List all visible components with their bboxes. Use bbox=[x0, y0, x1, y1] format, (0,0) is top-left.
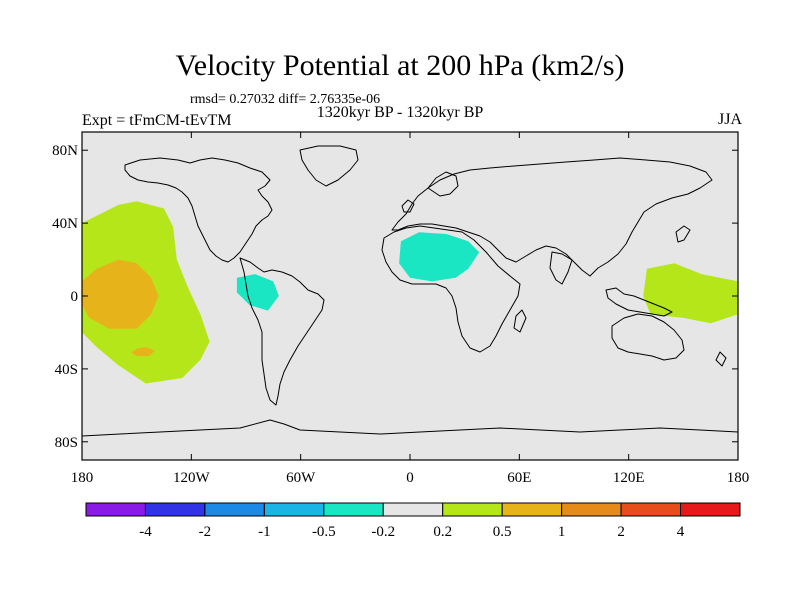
lon-tick-label-3: 0 bbox=[406, 470, 414, 486]
colorbar-swatch-5 bbox=[382, 502, 444, 517]
coast-british-isles bbox=[401, 199, 415, 213]
colorbar-swatch-6 bbox=[442, 502, 503, 517]
colorbar-swatch-0 bbox=[85, 502, 146, 517]
lon-tick-label-1: 120W bbox=[173, 470, 211, 486]
lat-tick-label-4: 80S bbox=[55, 435, 78, 451]
colorbar-label-7: 1 bbox=[558, 524, 566, 540]
colorbar-swatch-4 bbox=[323, 502, 384, 517]
lon-tick-label-4: 60E bbox=[507, 470, 531, 486]
colorbar-label-3: -0.5 bbox=[312, 524, 336, 540]
colorbar-label-1: -2 bbox=[199, 524, 212, 540]
lat-tick-label-3: 40S bbox=[55, 362, 78, 378]
lon-tick-label-0: 180 bbox=[71, 470, 94, 486]
stats-line: rmsd= 0.27032 diff= 2.76335e-06 bbox=[190, 92, 381, 107]
coast-madagascar bbox=[513, 309, 527, 333]
colorbar-label-2: -1 bbox=[258, 524, 271, 540]
contour-fills bbox=[82, 150, 738, 384]
contour-region-2 bbox=[131, 347, 155, 357]
coast-scandinavia bbox=[427, 171, 459, 197]
map-axes: 180 120W 60W 0 60E 120E 180 80N 40N 0 40S 80S bbox=[52, 132, 749, 486]
lon-tick-label-6: 180 bbox=[727, 470, 750, 486]
coast-indonesia bbox=[605, 287, 673, 317]
coast-africa bbox=[381, 225, 521, 353]
colorbar-swatch-9 bbox=[620, 502, 682, 517]
period-subtitle: 1320kyr BP - 1320kyr BP bbox=[316, 104, 484, 121]
coast-india bbox=[549, 251, 573, 285]
colorbar-swatch-2 bbox=[204, 502, 265, 517]
colorbar-swatch-1 bbox=[144, 502, 206, 517]
coast-australia bbox=[611, 313, 685, 361]
colorbar-label-4: -0.2 bbox=[371, 524, 395, 540]
lat-tick-label-2: 0 bbox=[71, 289, 79, 305]
coast-japan bbox=[675, 225, 691, 243]
contour-region-5 bbox=[583, 347, 638, 369]
lat-tick-label-0: 80N bbox=[52, 143, 78, 159]
contour-region-1 bbox=[82, 259, 159, 329]
coast-eurasia bbox=[391, 157, 713, 277]
coast-greenland bbox=[299, 145, 359, 187]
coast-new-zealand bbox=[715, 351, 727, 367]
season-label: JJA bbox=[717, 111, 742, 128]
lon-tick-label-2: 60W bbox=[286, 470, 316, 486]
colorbar: -4 -2 -1 -0.5 -0.2 0.2 0.5 1 2 4 bbox=[85, 502, 741, 540]
colorbar-label-5: 0.2 bbox=[433, 524, 452, 540]
coast-antarctica bbox=[82, 419, 738, 437]
coast-south-america bbox=[239, 257, 325, 406]
coastlines bbox=[82, 145, 738, 437]
colorbar-swatch-10 bbox=[680, 502, 741, 517]
contour-region-8 bbox=[236, 274, 279, 311]
contour-region-4 bbox=[399, 232, 480, 282]
colorbar-label-6: 0.5 bbox=[493, 524, 512, 540]
experiment-label: Expt = tFmCM-tEvTM bbox=[82, 112, 232, 129]
lon-tick-label-5: 120E bbox=[613, 470, 645, 486]
colorbar-label-8: 2 bbox=[617, 524, 625, 540]
colorbar-swatch-8 bbox=[561, 502, 622, 517]
contour-region-6 bbox=[643, 263, 738, 324]
colorbar-swatch-3 bbox=[263, 502, 325, 517]
coast-north-america bbox=[124, 157, 273, 263]
colorbar-label-9: 4 bbox=[677, 524, 685, 540]
lat-tick-label-1: 40N bbox=[52, 216, 78, 232]
map-title: Velocity Potential at 200 hPa (km2/s) bbox=[175, 49, 625, 82]
colorbar-swatch-7 bbox=[501, 502, 563, 517]
colorbar-label-0: -4 bbox=[139, 524, 152, 540]
